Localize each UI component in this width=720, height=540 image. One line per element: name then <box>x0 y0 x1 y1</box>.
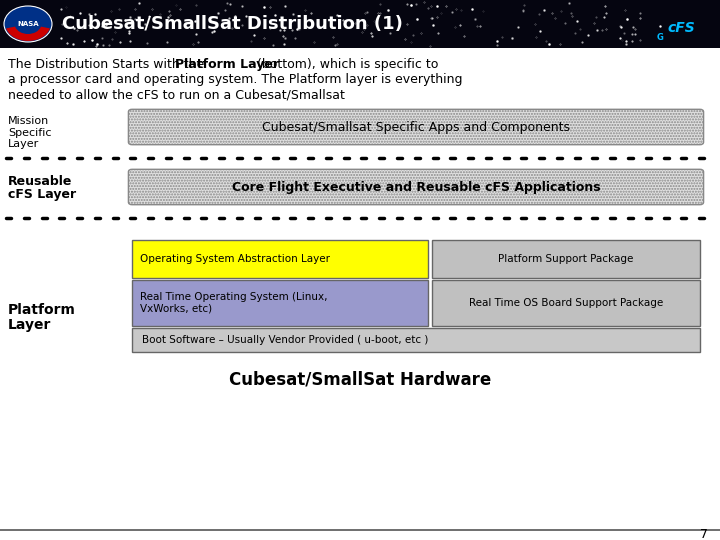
Text: Boot Software – Usually Vendor Provided ( u-boot, etc ): Boot Software – Usually Vendor Provided … <box>142 335 428 345</box>
Text: needed to allow the cFS to run on a Cubesat/Smallsat: needed to allow the cFS to run on a Cube… <box>8 88 345 101</box>
Text: Cubesat/SmallSat Distribution (1): Cubesat/SmallSat Distribution (1) <box>62 15 403 33</box>
Text: Platform Support Package: Platform Support Package <box>498 254 634 264</box>
Text: Cubesat/SmallSat Hardware: Cubesat/SmallSat Hardware <box>229 371 491 389</box>
Bar <box>0 0 720 48</box>
Text: Layer: Layer <box>8 318 51 332</box>
Text: Mission
Specific
Layer: Mission Specific Layer <box>8 116 52 149</box>
Wedge shape <box>6 26 50 41</box>
Text: (bottom), which is specific to: (bottom), which is specific to <box>253 58 438 71</box>
Text: a processor card and operating system. The Platform layer is everything: a processor card and operating system. T… <box>8 73 462 86</box>
Text: The Distribution Starts with the: The Distribution Starts with the <box>8 58 208 71</box>
FancyBboxPatch shape <box>128 109 703 145</box>
Text: cFS Layer: cFS Layer <box>8 188 76 201</box>
Text: Operating System Abstraction Layer: Operating System Abstraction Layer <box>140 254 330 264</box>
Bar <box>132 328 700 352</box>
Text: G: G <box>657 33 663 43</box>
Circle shape <box>4 6 52 42</box>
Bar <box>132 240 428 278</box>
Text: Platform Layer: Platform Layer <box>175 58 279 71</box>
Text: Reusable: Reusable <box>8 175 73 188</box>
Text: Real Time OS Board Support Package: Real Time OS Board Support Package <box>469 298 663 308</box>
Bar <box>432 280 700 326</box>
Text: 7: 7 <box>700 529 708 540</box>
FancyBboxPatch shape <box>128 170 703 205</box>
Text: NASA: NASA <box>17 21 39 27</box>
Text: cFS: cFS <box>667 21 695 35</box>
Text: Platform: Platform <box>8 303 76 317</box>
Text: Core Flight Executive and Reusable cFS Applications: Core Flight Executive and Reusable cFS A… <box>232 180 600 193</box>
Bar <box>132 280 428 326</box>
Bar <box>432 240 700 278</box>
Text: Real Time Operating System (Linux,
VxWorks, etc): Real Time Operating System (Linux, VxWor… <box>140 292 328 314</box>
Text: Cubesat/Smallsat Specific Apps and Components: Cubesat/Smallsat Specific Apps and Compo… <box>262 120 570 133</box>
